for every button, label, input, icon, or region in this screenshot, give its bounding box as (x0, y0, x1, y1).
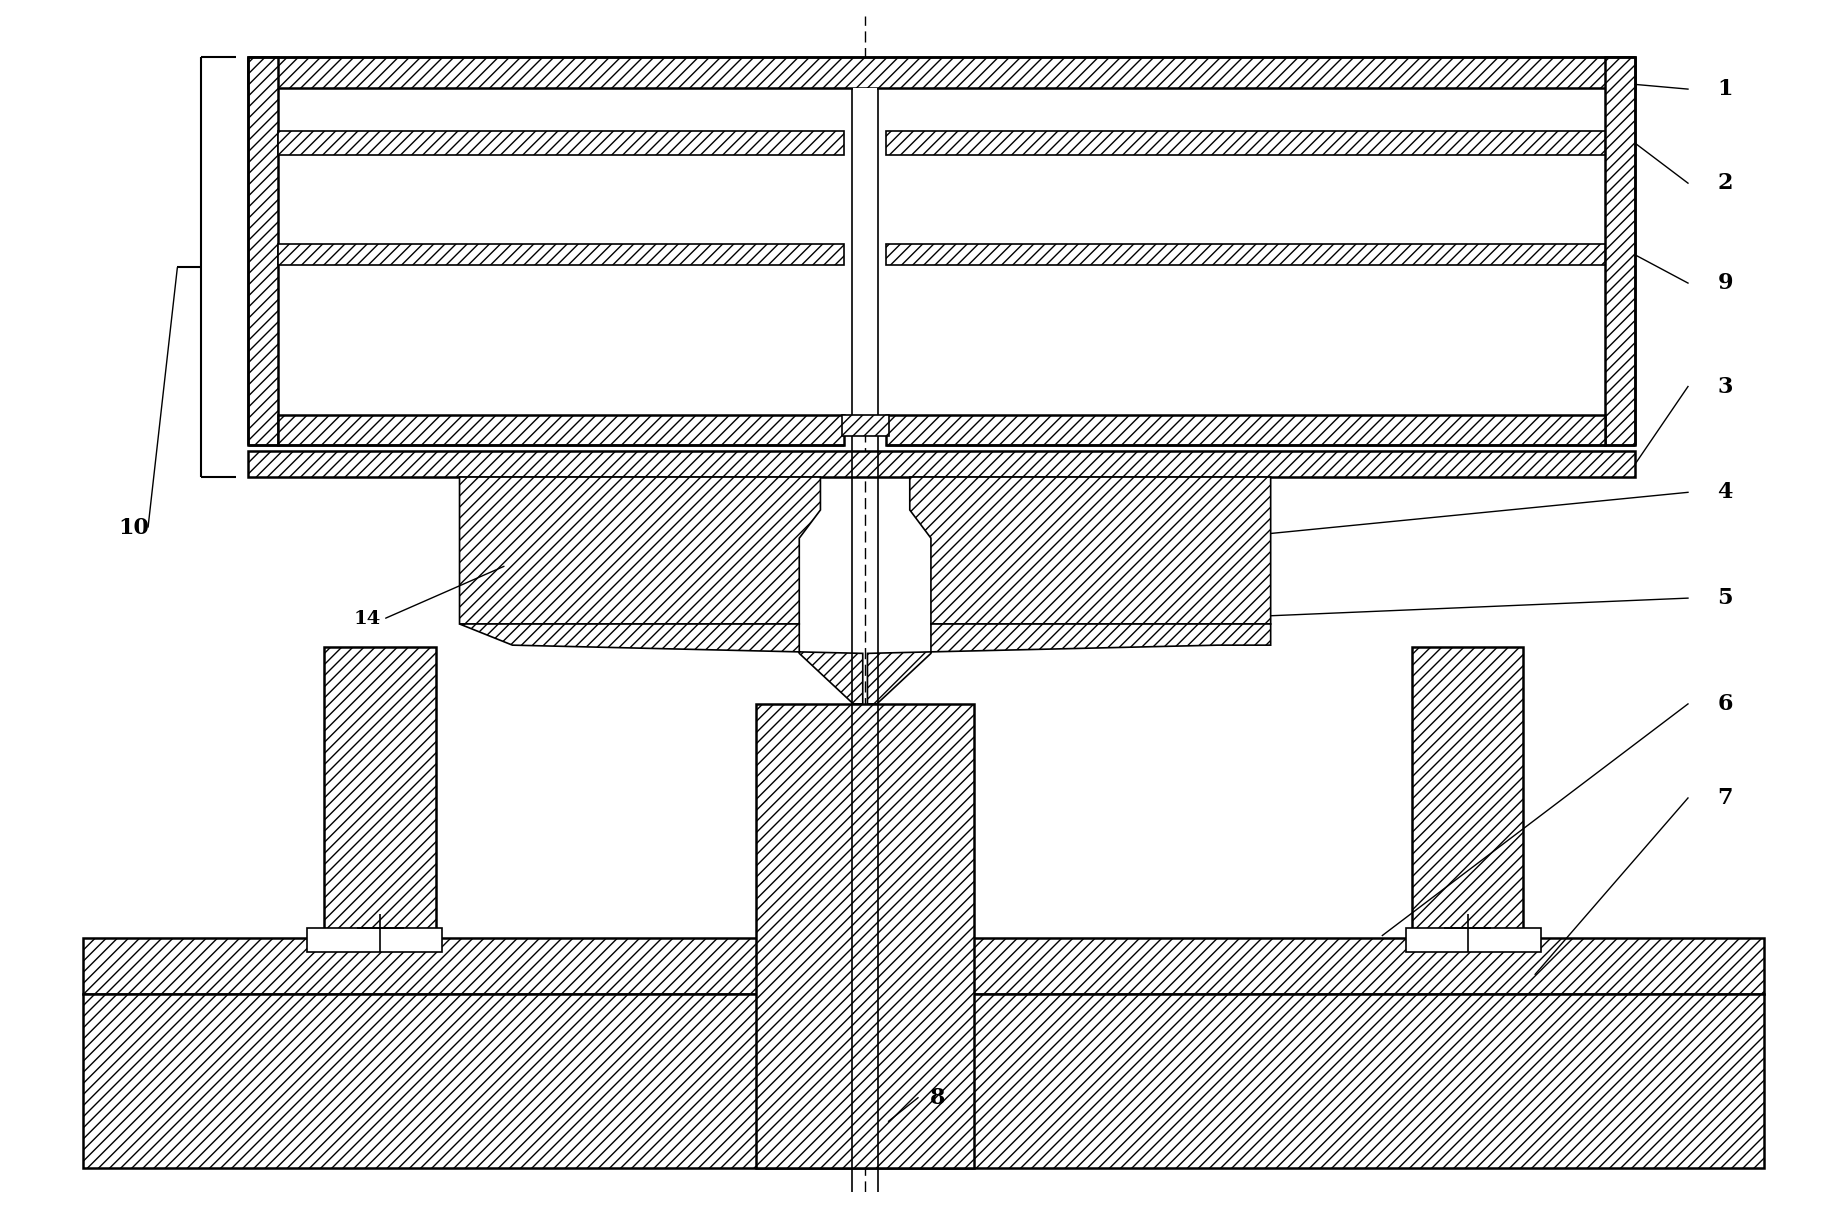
Text: 9: 9 (1717, 272, 1733, 294)
Text: 10: 10 (119, 517, 149, 539)
Text: 6: 6 (1717, 693, 1733, 715)
Bar (325, 647, 435, 937)
Bar (841, 414, 889, 436)
Text: 7: 7 (1717, 786, 1733, 809)
Text: 8: 8 (929, 1087, 946, 1109)
Text: 3: 3 (1717, 376, 1733, 397)
Bar (756, 704, 973, 1168)
Polygon shape (911, 477, 1271, 625)
Text: 14: 14 (354, 610, 382, 628)
Bar (1412, 647, 1524, 937)
Bar (83, 994, 1764, 1168)
Bar (83, 937, 1764, 994)
Bar (248, 57, 1636, 88)
Polygon shape (867, 625, 1271, 704)
Bar (248, 57, 279, 446)
Bar (248, 451, 1636, 477)
Polygon shape (459, 625, 863, 704)
Text: 1: 1 (1717, 79, 1733, 100)
Bar (279, 132, 845, 155)
Bar (887, 132, 1605, 155)
Bar (887, 414, 1605, 446)
Polygon shape (459, 477, 821, 625)
Bar (307, 929, 442, 952)
Text: 5: 5 (1717, 587, 1733, 609)
Bar (279, 244, 845, 266)
Bar (1406, 929, 1540, 952)
Text: 4: 4 (1717, 481, 1733, 504)
Bar (854, 88, 878, 414)
Bar (1605, 57, 1636, 446)
Text: 2: 2 (1717, 173, 1733, 194)
Bar (279, 414, 845, 446)
Bar (887, 244, 1605, 266)
